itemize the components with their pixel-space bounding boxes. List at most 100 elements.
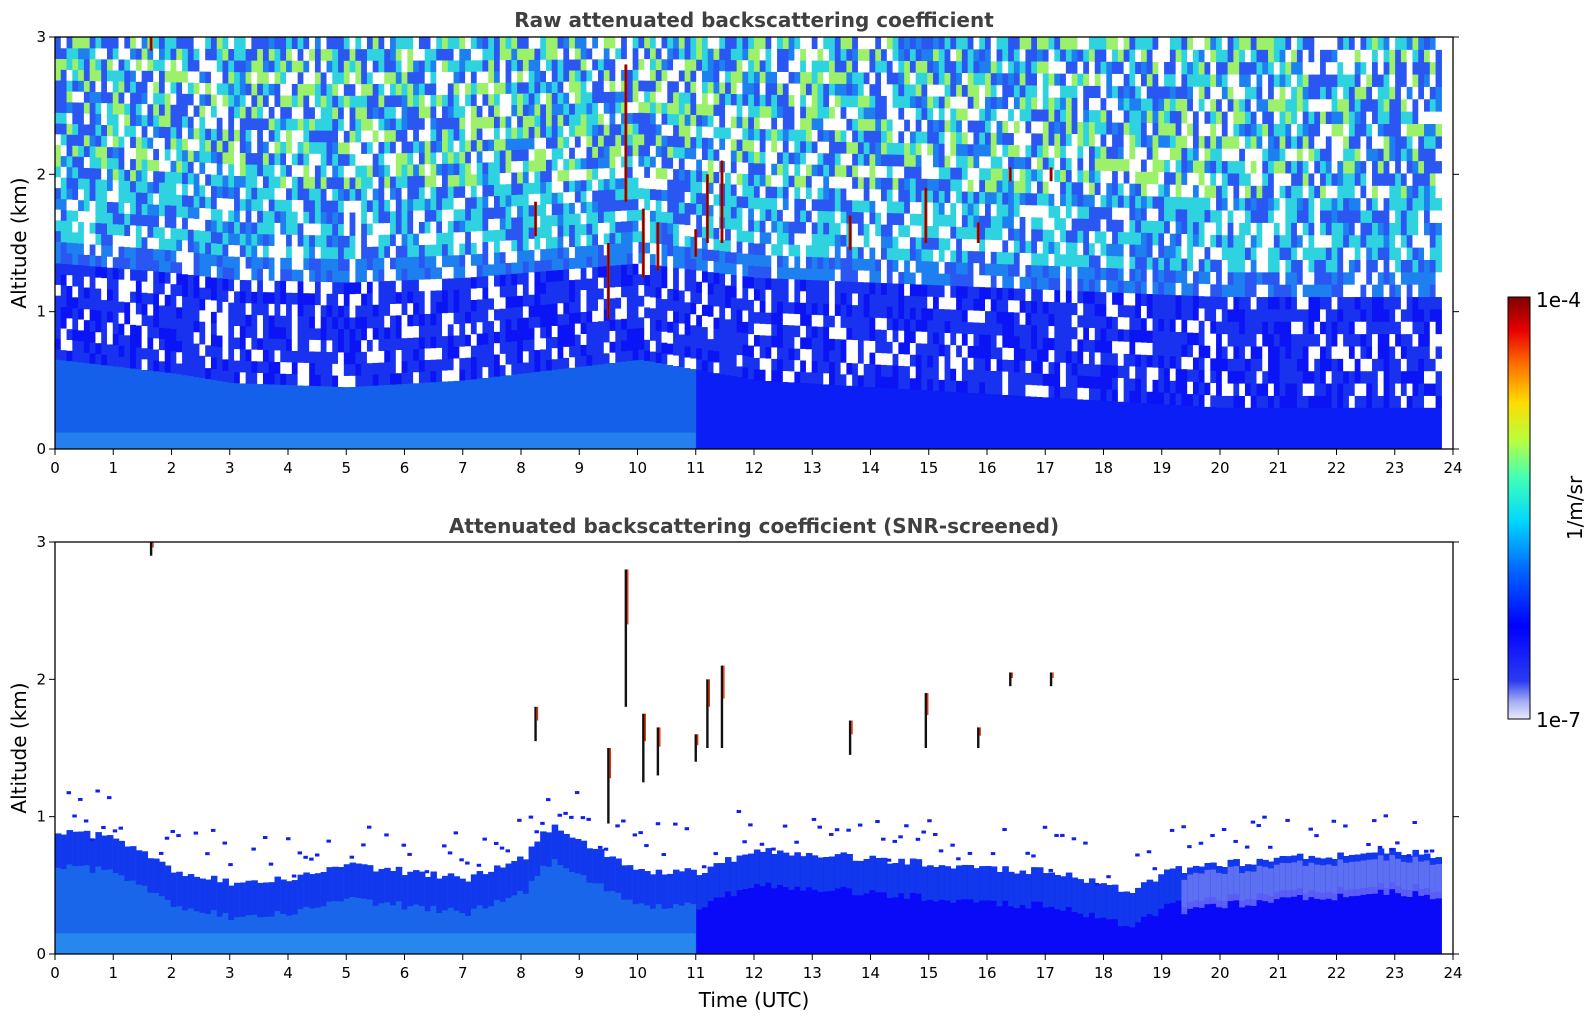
heatmap-cell — [857, 153, 865, 166]
heatmap-cell — [886, 154, 894, 167]
heatmap-cell — [609, 254, 616, 266]
heatmap-cell — [956, 285, 963, 299]
heatmap-cell — [921, 95, 928, 109]
heatmap-cell — [881, 235, 888, 248]
heatmap-cell — [343, 340, 351, 353]
heatmap-cell — [262, 199, 270, 212]
heatmap-cell — [898, 341, 905, 355]
heatmap-cell — [274, 268, 281, 281]
heatmap-cell — [424, 117, 432, 130]
heatmap-cell — [418, 152, 426, 165]
heatmap-cell — [447, 186, 455, 199]
boundary-layer-column — [777, 381, 784, 449]
heatmap-cell — [268, 60, 276, 73]
heatmap-cell — [170, 283, 177, 296]
heatmap-cell — [961, 357, 969, 370]
heatmap-cell — [690, 269, 697, 282]
heatmap-cell — [673, 157, 680, 170]
heatmap-cell — [661, 37, 668, 49]
heatmap-cell — [615, 145, 622, 157]
heatmap-cell — [944, 249, 951, 263]
heatmap-cell — [395, 106, 403, 119]
heatmap-cell — [800, 336, 807, 349]
heatmap-cell — [228, 302, 235, 315]
heatmap-cell — [338, 270, 345, 283]
heatmap-cell — [811, 256, 819, 269]
heatmap-cell — [522, 328, 530, 341]
heatmap-cell — [268, 361, 276, 374]
heatmap-cell — [494, 195, 501, 208]
heatmap-cell — [349, 305, 356, 318]
heatmap-cell — [343, 60, 351, 73]
heatmap-cell — [603, 58, 611, 71]
boundary-layer-column — [892, 388, 899, 449]
heatmap-cell — [418, 198, 426, 211]
heatmap-cell — [534, 92, 541, 105]
heatmap-cell — [280, 234, 287, 247]
heatmap-cell — [892, 283, 899, 296]
heatmap-cell — [72, 318, 79, 330]
heatmap-cell — [193, 37, 201, 49]
heatmap-cell — [927, 378, 934, 392]
heatmap-cell — [892, 48, 899, 61]
heatmap-cell — [909, 37, 917, 50]
heatmap-cell — [436, 232, 443, 245]
heatmap-cell — [303, 374, 310, 387]
heatmap-cell — [730, 93, 738, 106]
heatmap-cell — [690, 48, 697, 60]
heatmap-cell — [106, 223, 114, 235]
heatmap-cell — [274, 106, 281, 119]
heatmap-cell — [470, 105, 478, 118]
heatmap-cell — [540, 337, 547, 350]
heatmap-cell — [245, 94, 252, 107]
heatmap-cell — [800, 359, 807, 373]
heatmap-cell — [176, 48, 183, 60]
heatmap-cell — [505, 138, 512, 151]
heatmap-cell — [621, 145, 628, 157]
heatmap-cell — [488, 320, 495, 333]
heatmap-cell — [713, 339, 720, 352]
heatmap-cell — [661, 135, 668, 147]
heatmap-cell — [615, 37, 622, 49]
heatmap-cell — [482, 173, 489, 186]
heatmap-cell — [574, 213, 582, 225]
heatmap-cell — [730, 308, 738, 321]
heatmap-cell — [597, 124, 605, 136]
heatmap-cell — [834, 141, 842, 154]
heatmap-cell — [701, 59, 709, 71]
heatmap-cell — [580, 234, 588, 247]
heatmap-cell — [286, 303, 293, 316]
heatmap-cell — [898, 318, 905, 331]
heatmap-cell — [187, 319, 195, 332]
heatmap-cell — [222, 266, 229, 279]
heatmap-cell — [979, 310, 986, 323]
heatmap-cell — [182, 341, 189, 354]
heatmap-cell — [811, 198, 819, 211]
heatmap-cell — [436, 94, 443, 107]
heatmap-cell — [205, 253, 212, 266]
heatmap-cell — [777, 59, 784, 72]
heatmap-cell — [176, 81, 183, 94]
heatmap-cell — [494, 206, 501, 219]
heatmap-cell — [372, 374, 380, 387]
heatmap-cell — [748, 105, 755, 118]
heatmap-cell — [430, 209, 437, 222]
heatmap-cell — [83, 308, 91, 321]
heatmap-cell — [881, 341, 888, 354]
heatmap-cell — [632, 209, 640, 221]
heatmap-cell — [956, 344, 963, 358]
heatmap-cell — [303, 269, 310, 282]
heatmap-cell — [528, 227, 536, 239]
heatmap-cell — [748, 173, 755, 186]
heatmap-cell — [153, 48, 160, 60]
heatmap-cell — [938, 190, 946, 203]
heatmap-cell — [979, 322, 986, 335]
heatmap-cell — [309, 339, 316, 352]
heatmap-cell — [470, 37, 478, 49]
heatmap-cell — [482, 127, 489, 140]
heatmap-cell — [320, 37, 328, 50]
heatmap-cell — [829, 338, 836, 351]
heatmap-cell — [563, 346, 570, 358]
heatmap-cell — [453, 312, 460, 325]
